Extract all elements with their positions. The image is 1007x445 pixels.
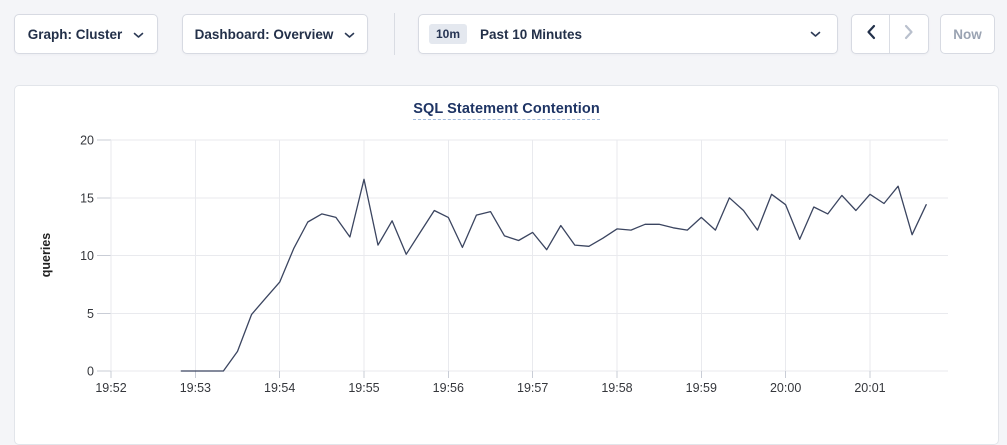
sql-contention-line-chart[interactable]: 0 5 10 15 20 19:52 19:53 19:54 19:55 19:56 19:57 19… [15,125,1000,415]
x-tick-label: 19:58 [601,381,632,395]
x-tick-label: 19:57 [517,381,548,395]
chevron-down-icon [810,25,821,43]
y-tick-label: 5 [87,307,94,321]
next-time-button[interactable] [890,15,928,53]
time-window-badge: 10m [429,24,468,44]
dashboard-dropdown-label: Dashboard: Overview [194,26,334,42]
chevron-down-icon [344,27,355,42]
y-tick-label: 0 [87,365,94,379]
time-range-label: Past 10 Minutes [480,26,583,42]
chevron-left-icon [866,24,876,45]
graph-dropdown-label: Graph: Cluster [27,26,123,42]
chevron-right-icon [904,24,914,45]
toolbar-divider [394,13,395,55]
chart-title: SQL Statement Contention [413,101,600,120]
x-tick-label: 20:01 [854,381,885,395]
y-axis-label: queries [39,233,53,278]
y-tick-label: 10 [80,249,94,263]
now-button[interactable]: Now [940,14,995,54]
x-tick-label: 19:55 [348,381,379,395]
chevron-down-icon [133,27,144,42]
x-tick-label: 19:59 [686,381,717,395]
x-tick-label: 19:56 [433,381,464,395]
time-nav-group [851,14,929,54]
y-tick-label: 20 [80,134,94,148]
x-tick-label: 20:00 [770,381,801,395]
chart-panel: SQL Statement Contention 0 5 10 15 20 19:52 19… [14,85,999,445]
x-tick-label: 19:53 [180,381,211,395]
prev-time-button[interactable] [852,15,890,53]
time-range-select[interactable]: 10m Past 10 Minutes [418,14,838,54]
y-tick-label: 15 [80,191,94,205]
x-tick-label: 19:52 [95,381,126,395]
dashboard-dropdown[interactable]: Dashboard: Overview [182,14,368,54]
x-tick-label: 19:54 [264,381,295,395]
graph-dropdown[interactable]: Graph: Cluster [14,14,158,54]
panel-title-row: SQL Statement Contention [15,100,998,120]
contention-series-line [180,178,927,372]
